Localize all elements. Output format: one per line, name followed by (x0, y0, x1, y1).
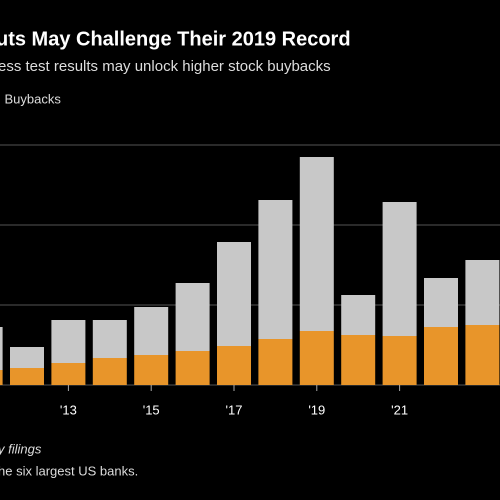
bar-segment (134, 307, 169, 355)
footnote: y filings (0, 441, 42, 456)
bar-segment (10, 368, 44, 385)
footnote: he six largest US banks. (0, 463, 138, 478)
bar-segment (0, 327, 3, 370)
bar-segment (51, 320, 86, 363)
bar-segment (424, 327, 458, 385)
bar-segment (10, 347, 44, 368)
legend-label: l Buybacks (0, 91, 61, 106)
bar-segment (465, 325, 500, 385)
chart-title: uts May Challenge Their 2019 Record (0, 28, 351, 50)
bar-segment (92, 320, 127, 358)
bar-segment (175, 351, 210, 385)
bar-segment (341, 335, 376, 385)
bar-segment (51, 363, 86, 385)
x-tick-label: '13 (60, 402, 77, 417)
bar-segment (465, 260, 500, 325)
x-tick-label: '21 (391, 402, 408, 417)
bar-segment (134, 355, 169, 385)
x-tick-label: '19 (308, 402, 325, 417)
bar-segment (424, 278, 458, 327)
chart-subtitle: ess test results may unlock higher stock… (0, 58, 331, 75)
bar-segment (92, 358, 127, 385)
bar-segment (382, 202, 417, 336)
bar-segment (258, 200, 293, 339)
bar-segment (0, 370, 3, 385)
bar-segment (217, 242, 251, 346)
bar-segment (258, 339, 293, 385)
bar-segment (175, 283, 210, 351)
bar-segment (382, 336, 417, 385)
x-tick-label: '17 (226, 402, 243, 417)
bar-segment (299, 331, 334, 385)
bar-segment (341, 295, 376, 335)
x-tick-label: '15 (143, 402, 160, 417)
bar-segment (299, 157, 334, 331)
bar-segment (217, 346, 251, 385)
